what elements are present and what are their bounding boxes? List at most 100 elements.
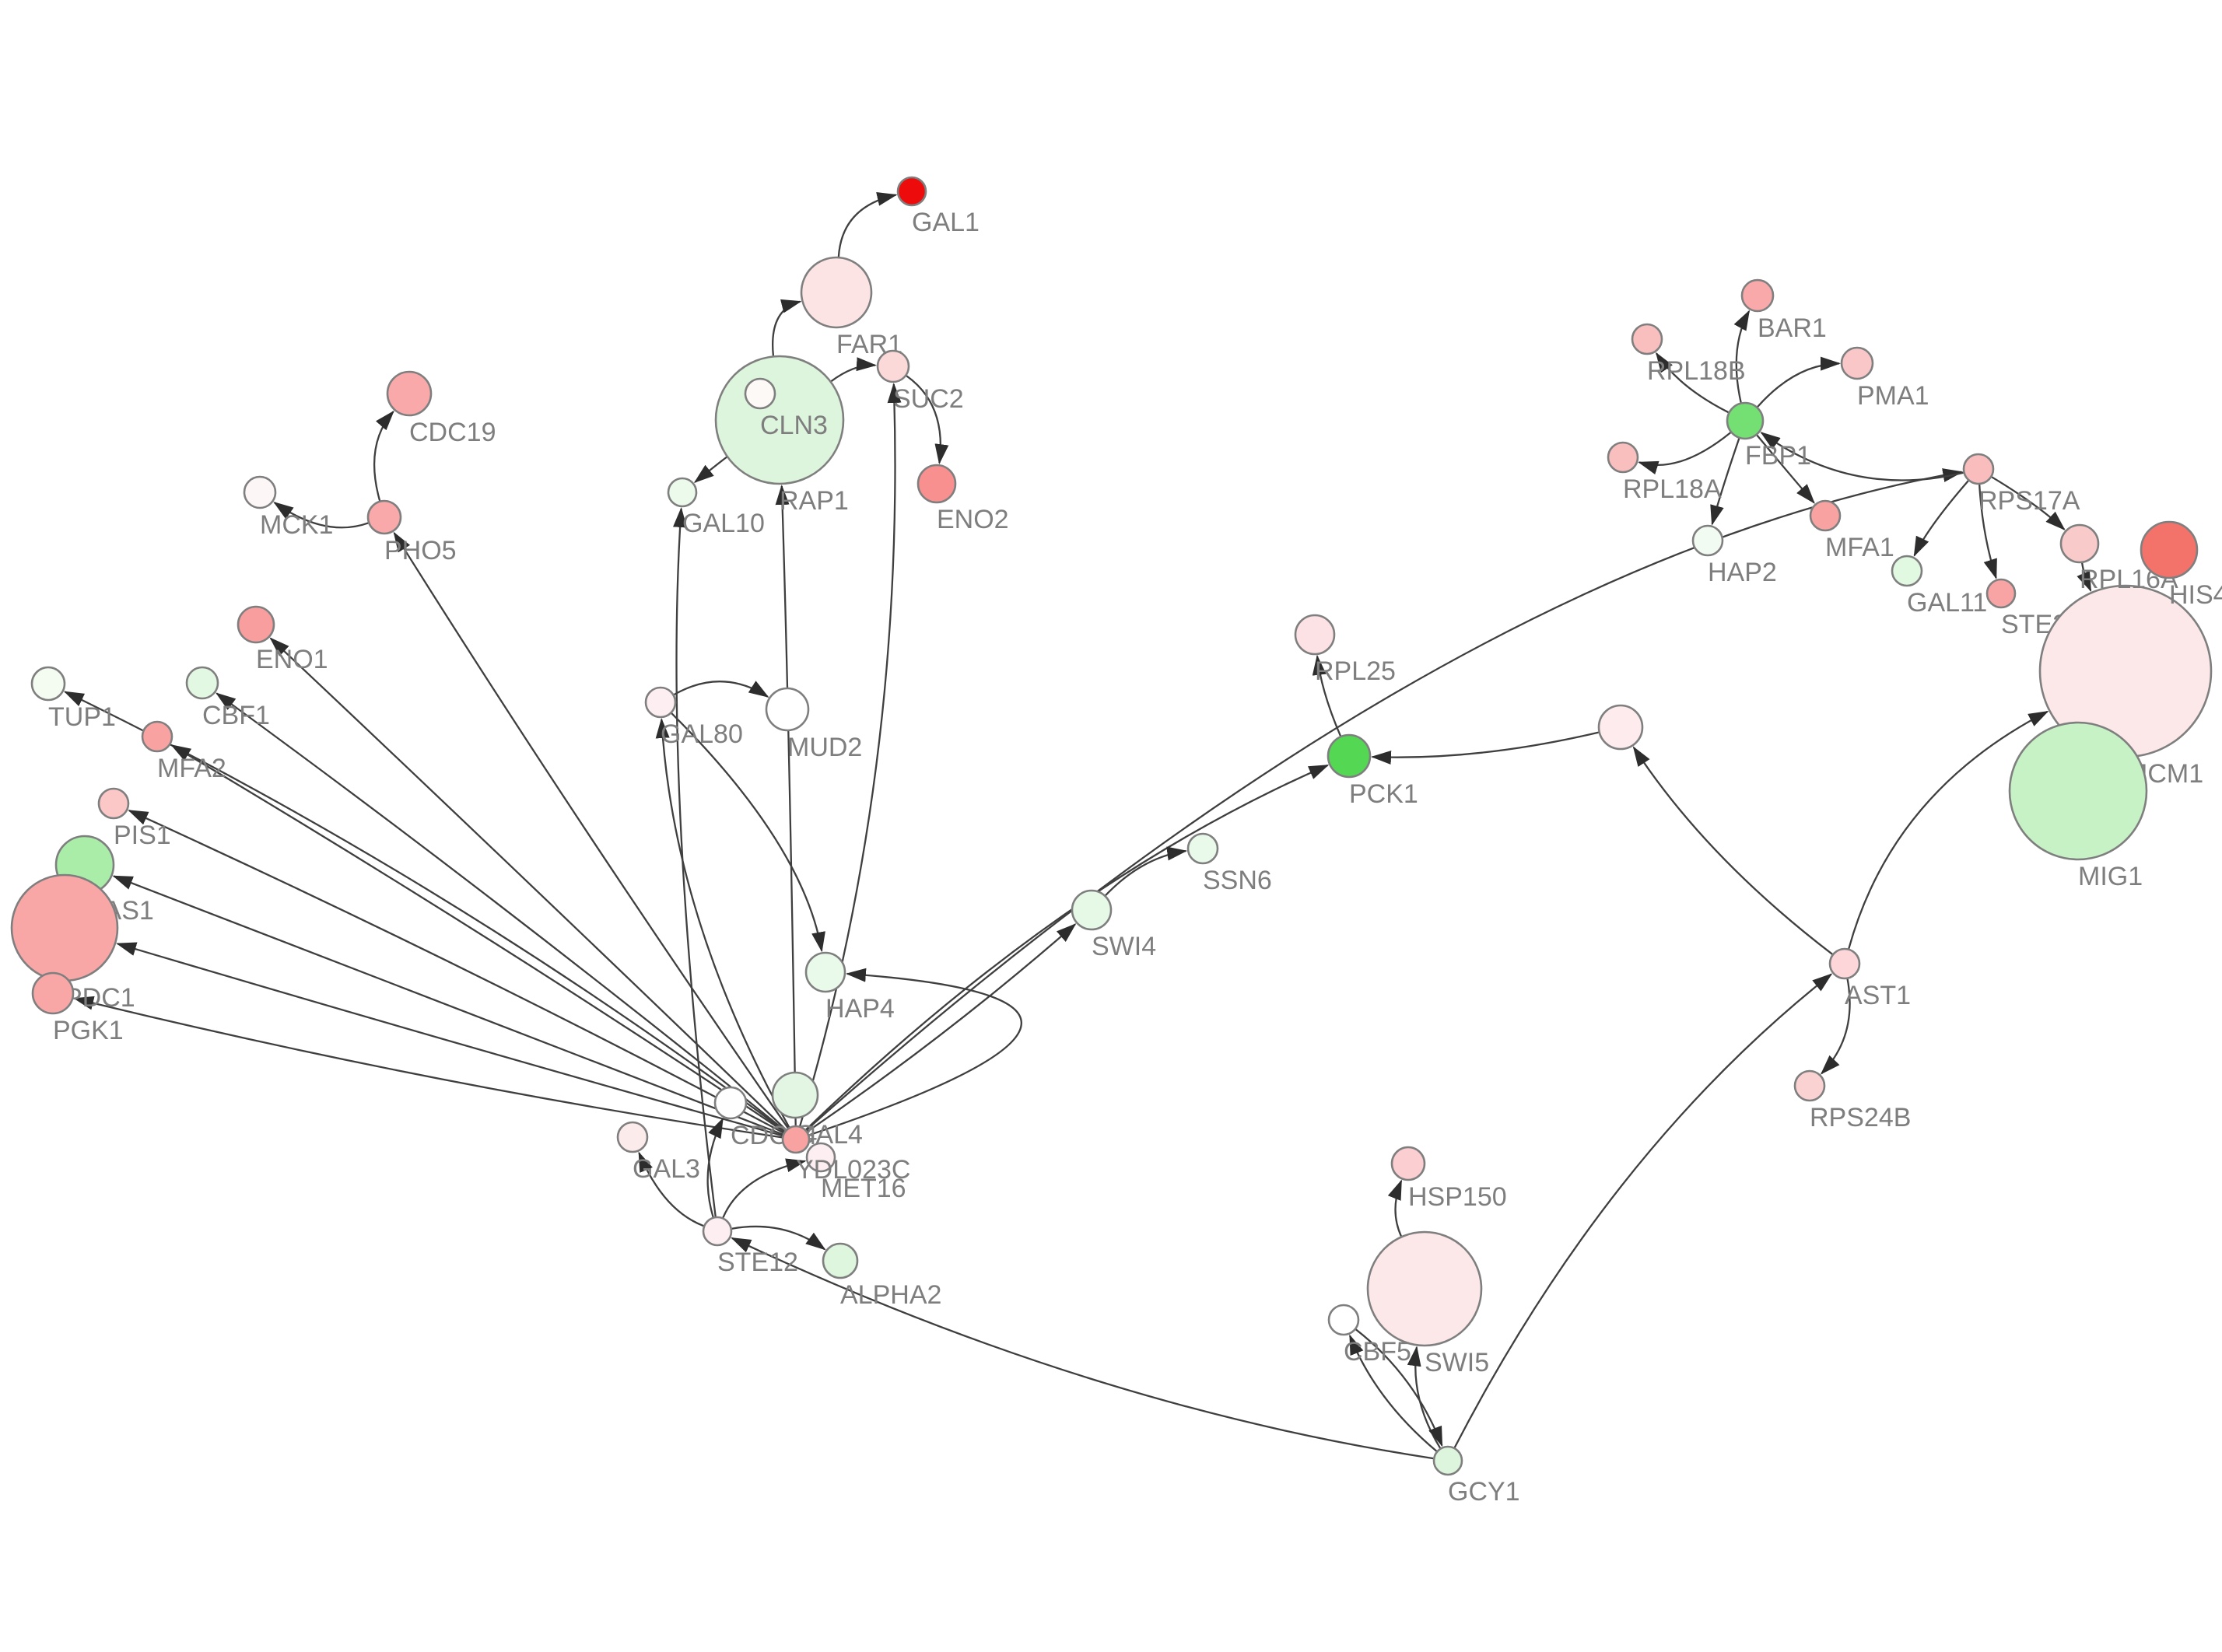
node-rps24b[interactable] [1793,1069,1826,1102]
edge-rpl16a-mcm1[interactable] [2077,562,2092,593]
edge-pck1-rpl25[interactable] [1312,654,1342,737]
edge-swi4-ssn6[interactable] [1105,846,1188,896]
edge-ydl023c-ras1[interactable] [112,875,783,1136]
edge-ste12-cdc24[interactable] [706,1117,724,1218]
node-cdc24[interactable] [713,1086,748,1120]
edge-rps17a-rpl16a[interactable] [1991,476,2066,530]
node-gal3[interactable] [616,1121,649,1153]
node-gal11[interactable] [1891,555,1923,587]
edge-pho5-cdc19[interactable] [373,410,394,502]
edge-ydl023c-gal80[interactable] [655,718,790,1128]
node-eno1[interactable] [237,605,275,644]
edge-ydl023c-hap4[interactable] [808,968,1022,1136]
node-mud2[interactable] [765,687,810,732]
node-rpl18a[interactable] [1607,441,1639,474]
node-gcy1[interactable] [1432,1445,1463,1476]
node-hap4[interactable] [804,951,846,993]
node-hap2[interactable] [1691,524,1724,557]
node-fbp1[interactable] [1726,401,1765,440]
edge-ste12-met16[interactable] [722,1158,807,1218]
node-met16[interactable] [805,1142,836,1173]
edge-rps17a-gal11[interactable] [1913,480,1969,558]
node-ast1[interactable] [1828,947,1861,980]
node-eno2[interactable] [916,464,957,504]
node-pis1[interactable] [97,787,130,820]
node-alpha2[interactable] [822,1242,859,1279]
edge-fbp1-rpl18a[interactable] [1638,432,1732,475]
edge-gal80-mud2[interactable] [673,681,769,698]
edge-rps17a-ste2[interactable] [1978,484,1997,579]
edge-ydl023c-rps17a[interactable] [805,468,1964,1131]
edge-swi5-hsp150[interactable] [1387,1179,1403,1237]
edge-ast1-rps24b[interactable] [1820,978,1851,1075]
edge-ydl023c-pis1[interactable] [128,810,784,1134]
edge-rap1-gal10[interactable] [693,456,727,484]
node-far1[interactable] [800,256,873,329]
node-mck1[interactable] [243,475,277,509]
node-gal80[interactable] [644,686,677,719]
edge-ast1-unnamed[interactable] [1632,746,1833,955]
node-mfa1[interactable] [1809,499,1842,532]
node-pgk1[interactable] [31,971,75,1015]
node-ste12[interactable] [702,1216,733,1247]
node-cbf1[interactable] [185,666,219,700]
node-swi4[interactable] [1071,889,1113,931]
edge-fbp1-bar1[interactable] [1733,310,1751,403]
edge-rps17a-fbp1[interactable] [1760,432,1964,481]
node-gal1[interactable] [896,176,927,207]
edge-rap1-suc2[interactable] [830,357,877,383]
edge-gcy1-cbf5[interactable] [1349,1334,1438,1452]
node-rpl18b[interactable] [1631,323,1663,355]
edge-gcy1-ast1[interactable] [1453,973,1833,1448]
node-tup1[interactable] [30,666,66,702]
edge-far1-gal1[interactable] [837,192,898,257]
node-rpl25[interactable] [1294,614,1336,656]
edge-fbp1-rpl18b[interactable] [1655,352,1730,414]
edge-ydl023c-mfa2[interactable] [170,744,785,1132]
node-mig1[interactable] [2008,721,2148,861]
node-pck1[interactable] [1327,733,1372,779]
edge-ydl023c-cbf1[interactable] [215,692,786,1132]
node-cbf5[interactable] [1327,1304,1360,1336]
edge-ast1-mcm1[interactable] [1848,710,2049,950]
node-cln3[interactable] [744,377,776,410]
edge-rap1-far1[interactable] [772,299,802,356]
edge-ste12-gal10[interactable] [673,507,717,1217]
edge-ydl023c-pho5[interactable] [393,531,789,1129]
node-pma1[interactable] [1840,346,1874,380]
edge-fbp1-pma1[interactable] [1757,356,1841,408]
node-hsp150[interactable] [1390,1146,1426,1181]
node-ydl023c[interactable] [781,1125,811,1154]
edge-unnamed-pck1[interactable] [1371,731,1600,765]
node-his4[interactable] [2140,520,2199,579]
edge-gcy1-ste12[interactable] [731,1237,1434,1460]
node-gal4[interactable] [771,1071,819,1119]
node-mfa2[interactable] [141,720,173,753]
node-cdc19[interactable] [386,370,433,417]
edge-ydl023c-swi4[interactable] [807,923,1077,1132]
node-suc2[interactable] [876,349,910,383]
edge-gal80-hap4[interactable] [671,712,825,953]
edge-ste12-gal3[interactable] [638,1151,704,1227]
edge-pho5-mck1[interactable] [273,502,369,529]
edge-cbf5-gcy1[interactable] [1355,1328,1443,1447]
node-ssn6[interactable] [1186,832,1219,865]
edge-ydl023c-pck1[interactable] [805,764,1330,1131]
edge-suc2-eno2[interactable] [906,375,949,465]
edge-ydl023c-pgk1[interactable] [73,996,783,1139]
edge-ydl023c-rap1[interactable] [775,485,797,1126]
edge-ydl023c-eno1[interactable] [269,637,787,1131]
node-ste2[interactable] [1985,578,2017,609]
edge-ydl023c-suc2[interactable] [799,383,902,1127]
edge-ste12-alpha2[interactable] [731,1225,826,1251]
node-swi5[interactable] [1366,1230,1483,1347]
node-gal10[interactable] [667,477,698,508]
edge-ydl023c-pdc1[interactable] [116,942,783,1137]
edge-fbp1-hap2[interactable] [1710,438,1740,526]
node-unlabeled[interactable] [1597,704,1644,751]
node-rps17a[interactable] [1962,453,1995,485]
node-pho5[interactable] [366,499,402,535]
node-pdc1[interactable] [10,873,119,982]
node-rpl16a[interactable] [2059,523,2100,564]
